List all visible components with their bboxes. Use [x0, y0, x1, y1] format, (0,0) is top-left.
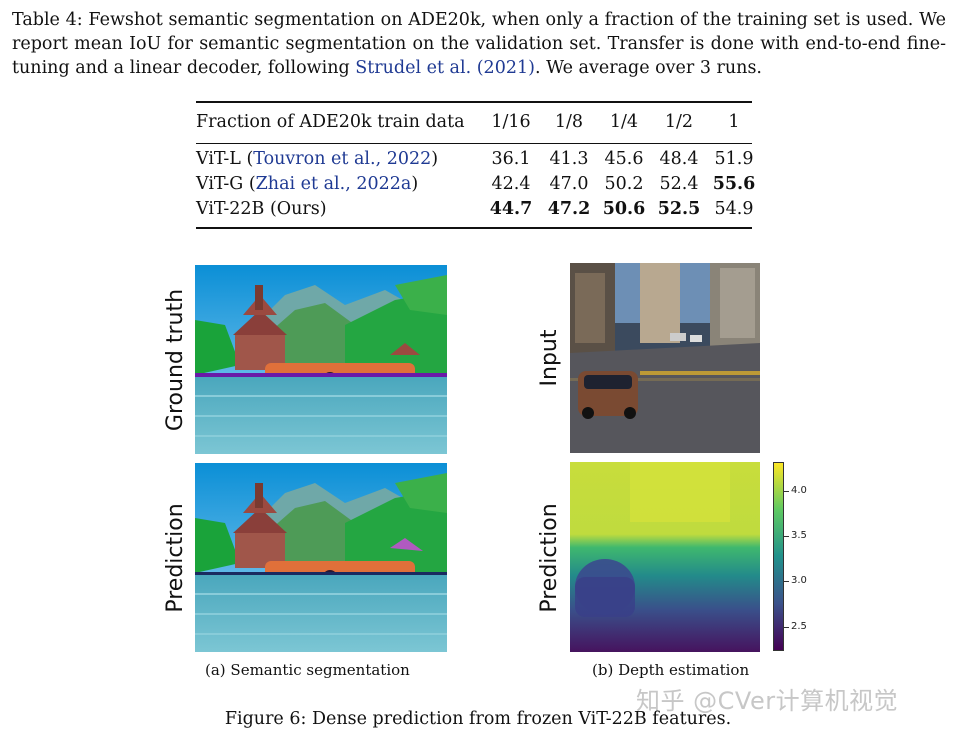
table-top-rule [196, 101, 752, 103]
table-row: ViT-22B (Ours) 44.7 47.2 50.6 52.5 54.9 [196, 197, 753, 221]
depth-input-image [570, 263, 760, 453]
value-cell: 54.9 [714, 199, 754, 219]
figure-caption: Figure 6: Dense prediction from frozen V… [224, 709, 732, 729]
table-row: ViT-G (Zhai et al., 2022a) 42.4 47.0 50.… [196, 172, 755, 196]
value-cell: 36.1 [491, 149, 531, 169]
colorbar-tick [784, 536, 789, 537]
table-row: ViT-L (Touvron et al., 2022) 36.1 41.3 4… [196, 147, 753, 171]
model-name: ViT-L [196, 149, 241, 169]
prediction-label-left: Prediction [163, 503, 188, 613]
header-cell: 1/4 [609, 112, 639, 132]
colorbar-tick [784, 491, 789, 492]
citation-link[interactable]: Strudel et al. [355, 58, 472, 78]
value-cell-best: 55.6 [712, 174, 756, 194]
ground-truth-label: Ground truth [163, 288, 188, 432]
value-cell: 45.6 [604, 149, 644, 169]
model-name: ViT-G [196, 174, 244, 194]
header-cell: 1/16 [491, 112, 531, 132]
value-cell-best: 44.7 [489, 199, 533, 219]
colorbar-tick [784, 627, 789, 628]
model-cell: ViT-G (Zhai et al., 2022a) [196, 174, 419, 194]
colorbar-tick-label: 3.0 [791, 575, 807, 586]
citation-link[interactable]: Zhai et al., 2022a [255, 174, 412, 194]
depth-prediction-image [570, 462, 760, 652]
value-cell: 48.4 [659, 149, 699, 169]
value-cell: 51.9 [714, 149, 754, 169]
segmentation-ground-truth-image [195, 265, 447, 454]
header-cell: Fraction of ADE20k train data [196, 112, 465, 132]
colorbar-tick [784, 581, 789, 582]
value-cell: 41.3 [549, 149, 589, 169]
value-cell-best: 47.2 [547, 199, 591, 219]
segmentation-prediction-image [195, 463, 447, 652]
value-cell: 52.4 [659, 174, 699, 194]
prediction-label-right: Prediction [537, 503, 562, 613]
colorbar-tick-label: 2.5 [791, 621, 807, 632]
model-cell: ViT-L (Touvron et al., 2022) [196, 149, 439, 169]
value-cell: 50.2 [604, 174, 644, 194]
table-caption: Table 4: Fewshot semantic segmentation o… [12, 8, 946, 80]
table-mid-rule [196, 143, 752, 144]
ours-label: Ours [276, 199, 320, 219]
table-caption-suffix: . We average over 3 runs. [534, 58, 762, 78]
model-name: ViT-22B [196, 199, 265, 219]
table-header-row: Fraction of ADE20k train data 1/16 1/8 1… [196, 110, 752, 134]
subcaption-semantic-segmentation: (a) Semantic segmentation [205, 661, 410, 679]
header-cell: 1/2 [664, 112, 694, 132]
table-bottom-rule [196, 227, 752, 229]
colorbar-tick-label: 4.0 [791, 485, 807, 496]
input-label: Input [537, 329, 562, 387]
watermark: 知乎 @CVer计算机视觉 [636, 687, 899, 715]
model-cell: ViT-22B (Ours) [196, 199, 327, 219]
subcaption-depth-estimation: (b) Depth estimation [592, 661, 750, 679]
header-cell: 1 [728, 112, 740, 132]
table-caption-text: Table 4: Fewshot semantic segmentation o… [12, 10, 946, 78]
value-cell: 47.0 [549, 174, 589, 194]
colorbar-tick-label: 3.5 [791, 530, 807, 541]
citation-link[interactable]: Touvron et al., 2022 [253, 149, 432, 169]
citation-year-link[interactable]: (2021) [476, 58, 535, 78]
header-cell: 1/8 [554, 112, 584, 132]
depth-colorbar [773, 462, 784, 651]
value-cell-best: 50.6 [602, 199, 646, 219]
value-cell: 42.4 [491, 174, 531, 194]
value-cell-best: 52.5 [657, 199, 701, 219]
